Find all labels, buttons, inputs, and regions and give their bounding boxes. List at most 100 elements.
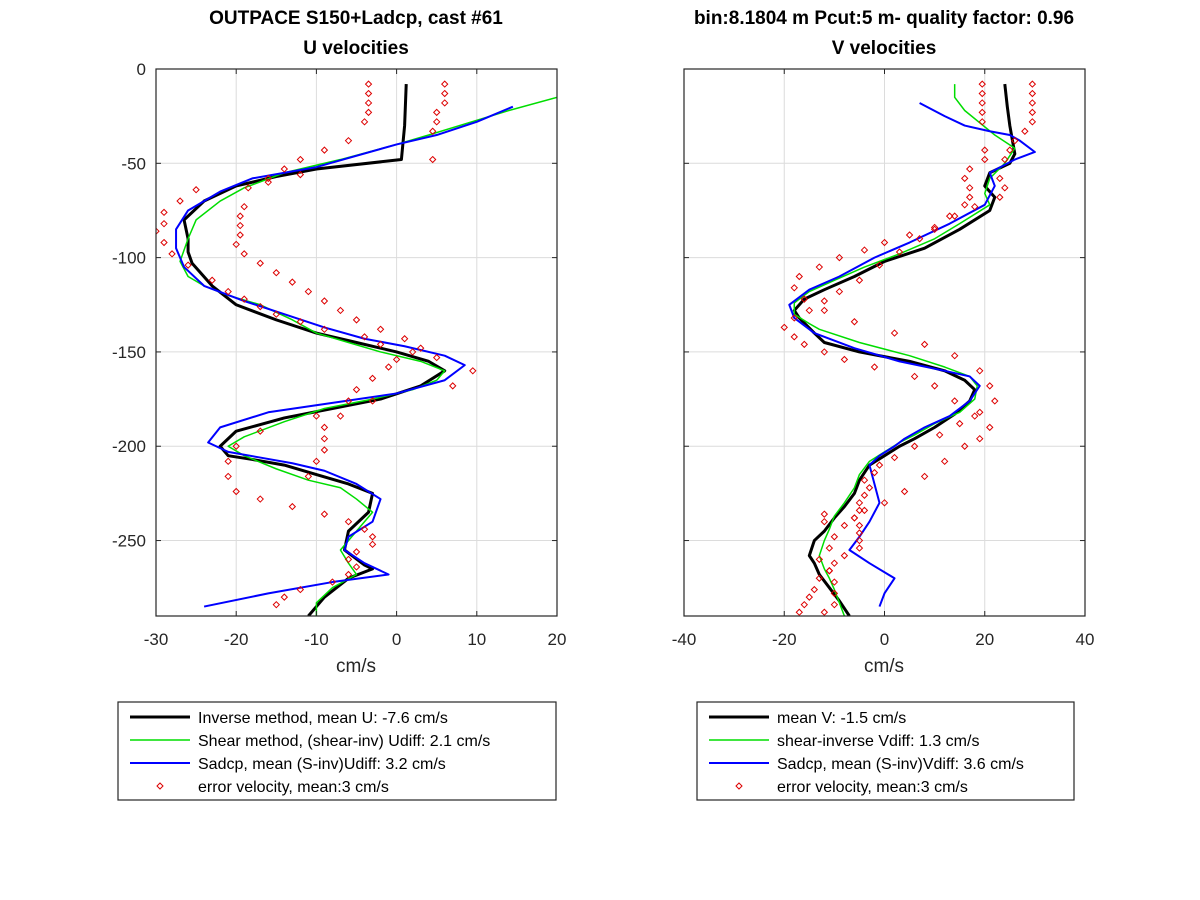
u-error-velocity-marker bbox=[376, 325, 385, 334]
v-error-velocity-marker bbox=[966, 184, 974, 192]
u-error-velocity-marker bbox=[344, 517, 353, 526]
u-error-velocity-marker bbox=[232, 487, 240, 496]
v-error-velocity-marker bbox=[815, 555, 824, 564]
v-error-velocity-marker bbox=[935, 431, 944, 439]
v-legend-label: shear-inverse Vdiff: 1.3 cm/s bbox=[777, 733, 979, 750]
u-error-velocity-marker bbox=[232, 240, 240, 249]
v-legend: mean V: -1.5 cm/s shear-inverse Vdiff: 1.… bbox=[696, 701, 1075, 801]
v-error-velocity-marker bbox=[790, 314, 798, 322]
u-error-velocity-marker bbox=[364, 99, 373, 107]
u-error-velocity-marker bbox=[428, 155, 437, 164]
u-error-velocity-marker bbox=[376, 340, 385, 349]
v-error-velocity-marker bbox=[870, 468, 879, 477]
v-legend-label: Sadcp, mean (S-inv)Vdiff: 3.6 cm/s bbox=[777, 756, 1024, 773]
u-error-velocity-marker bbox=[320, 423, 329, 432]
u-legend-box bbox=[117, 701, 557, 801]
v-error-velocity-marker bbox=[996, 193, 1004, 201]
u-error-velocity-marker bbox=[320, 446, 329, 454]
u-error-velocity-marker bbox=[320, 510, 329, 518]
u-error-velocity-marker bbox=[256, 302, 264, 311]
v-error-velocity-marker bbox=[880, 238, 889, 247]
u-error-velocity-marker bbox=[360, 118, 369, 126]
u-legend-label: Shear method, (shear-inv) Udiff: 2.1 cm/… bbox=[198, 733, 490, 750]
v-x-tick-label: -40 bbox=[672, 630, 697, 649]
v-error-velocity-marker bbox=[900, 487, 909, 496]
u-error-velocity-marker bbox=[240, 202, 248, 211]
u-error-velocity-marker bbox=[352, 316, 361, 324]
u-error-velocity-marker bbox=[240, 295, 248, 303]
v-error-velocity-marker bbox=[978, 99, 986, 107]
v-error-velocity-marker bbox=[825, 567, 834, 575]
u-error-velocity-marker bbox=[352, 385, 361, 394]
v-error-velocity-marker bbox=[820, 348, 829, 356]
u-error-velocity-marker bbox=[160, 219, 168, 228]
v-error-velocity-marker bbox=[895, 248, 904, 256]
v-error-velocity-marker bbox=[971, 202, 979, 211]
v-error-velocity-marker bbox=[815, 574, 824, 582]
v-error-velocity-marker bbox=[971, 412, 979, 420]
v-error-velocity-marker bbox=[780, 323, 788, 332]
v-error-velocity-marker bbox=[945, 212, 954, 220]
v-error-velocity-marker bbox=[815, 263, 824, 271]
v-error-velocity-marker bbox=[860, 491, 869, 499]
u-error-velocity-marker bbox=[304, 472, 313, 481]
u-error-velocity-marker bbox=[352, 563, 361, 571]
u-error-velocity-marker bbox=[240, 250, 248, 258]
u-error-velocity-marker bbox=[328, 578, 337, 586]
u-error-velocity-marker bbox=[288, 502, 297, 511]
v-error-velocity-marker bbox=[976, 434, 984, 443]
v-x-tick-label: 40 bbox=[1076, 630, 1095, 649]
u-y-tick-label: -200 bbox=[112, 437, 146, 456]
u-error-velocity-marker bbox=[320, 146, 329, 154]
u-error-velocity-marker bbox=[232, 442, 240, 450]
u-series-inverse-method-line bbox=[182, 84, 447, 616]
v-error-velocity-marker bbox=[890, 453, 899, 462]
u-error-velocity-marker bbox=[400, 335, 409, 343]
v-error-velocity-marker bbox=[870, 363, 879, 371]
u-error-velocity-marker bbox=[312, 412, 321, 420]
v-error-velocity-marker bbox=[1028, 108, 1037, 117]
v-error-velocity-marker bbox=[820, 297, 829, 305]
u-error-velocity-marker bbox=[368, 374, 377, 383]
u-error-velocity-marker bbox=[256, 495, 264, 503]
u-error-velocity-marker bbox=[441, 99, 449, 107]
u-error-velocity-marker bbox=[160, 208, 168, 217]
v-error-velocity-marker bbox=[855, 536, 864, 545]
u-error-velocity-marker bbox=[408, 348, 417, 356]
u-error-velocity-marker bbox=[320, 434, 329, 443]
u-error-velocity-marker bbox=[364, 108, 373, 117]
u-error-velocity-marker bbox=[224, 457, 232, 466]
v-error-velocity-marker bbox=[996, 174, 1004, 183]
u-error-velocity-marker bbox=[364, 80, 373, 88]
u-error-velocity-marker bbox=[208, 276, 216, 284]
u-error-velocity-marker bbox=[256, 259, 264, 267]
u-velocity-chart: OUTPACE S150+Ladcp, cast #61 U velocitie… bbox=[112, 8, 566, 677]
v-error-velocity-marker bbox=[966, 165, 974, 173]
u-error-velocity-marker bbox=[236, 212, 244, 220]
v-error-velocity-marker bbox=[855, 276, 864, 284]
v-error-velocity-marker bbox=[830, 578, 839, 586]
v-legend-label: error velocity, mean:3 cm/s bbox=[777, 779, 968, 796]
u-legend-label: error velocity, mean:3 cm/s bbox=[198, 779, 389, 796]
v-error-velocity-marker bbox=[910, 372, 919, 381]
v-x-tick-label: -20 bbox=[772, 630, 797, 649]
u-error-velocity-marker bbox=[336, 306, 345, 315]
v-error-velocity-marker bbox=[960, 174, 969, 183]
v-error-velocity-marker bbox=[978, 89, 986, 98]
v-error-velocity-marker bbox=[830, 533, 839, 541]
v-error-velocity-marker bbox=[920, 472, 929, 481]
v-error-velocity-marker bbox=[981, 146, 989, 154]
u-legend: Inverse method, mean U: -7.6 cm/s Shear m… bbox=[117, 701, 557, 801]
u-series-shear-method-line bbox=[179, 96, 557, 616]
v-error-velocity-marker bbox=[966, 193, 974, 201]
v-error-velocity-marker bbox=[1021, 127, 1029, 135]
v-error-velocity-marker bbox=[880, 499, 889, 507]
u-error-velocity-marker bbox=[368, 397, 377, 405]
v-error-velocity-marker bbox=[800, 600, 809, 609]
u-x-tick-label: 20 bbox=[548, 630, 567, 649]
v-error-velocity-marker bbox=[830, 559, 839, 567]
v-error-velocity-marker bbox=[991, 397, 999, 405]
v-velocity-chart: bin:8.1804 m Pcut:5 m- quality factor: 0… bbox=[672, 8, 1095, 677]
u-error-velocity-marker bbox=[384, 363, 393, 371]
